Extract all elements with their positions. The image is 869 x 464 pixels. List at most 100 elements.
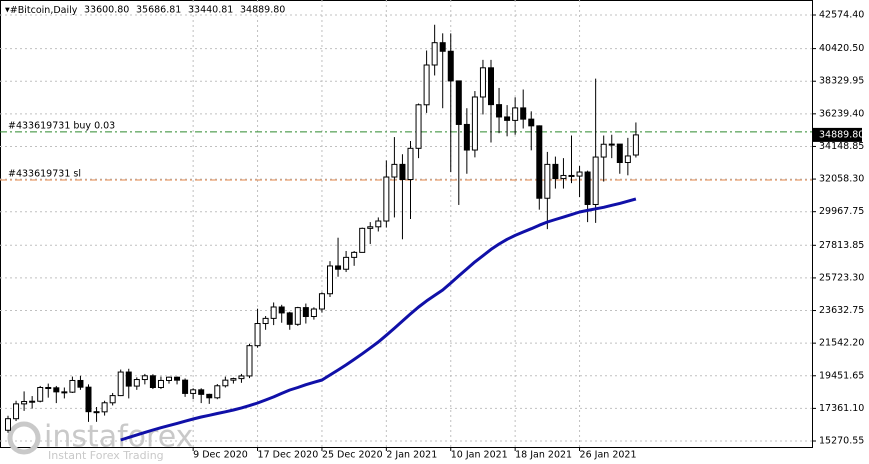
- candle-body: [21, 401, 28, 405]
- candle-body: [504, 116, 511, 121]
- candle-body: [512, 107, 519, 121]
- ohlc-high: 35686.81: [136, 5, 181, 16]
- candle-body: [125, 371, 132, 387]
- candle-body: [568, 174, 575, 177]
- candle-body: [439, 42, 446, 52]
- order-level-label: #433619731 buy 0.03: [8, 120, 115, 131]
- y-tick-label: 38329.95: [819, 76, 864, 87]
- candle-body: [375, 220, 382, 228]
- candle-body: [423, 64, 430, 106]
- x-tick-label: 26 Jan 2021: [580, 450, 637, 461]
- y-tick-label: 19451.65: [819, 370, 864, 381]
- candle-body: [391, 163, 398, 178]
- candle-body: [479, 67, 486, 98]
- x-tick-label: 9 Dec 2020: [193, 450, 248, 461]
- candle-body: [431, 42, 438, 66]
- candle-body: [447, 50, 454, 82]
- candle-body: [520, 107, 527, 120]
- candle-body: [270, 306, 277, 319]
- candle-body: [141, 375, 148, 381]
- candle-body: [190, 389, 197, 394]
- candle-body: [222, 379, 229, 387]
- y-tick-label: 17361.10: [819, 403, 864, 414]
- y-tick-label: 27813.85: [819, 240, 864, 251]
- candle-body: [133, 379, 140, 387]
- x-tick-label: 2 Jan 2021: [386, 450, 437, 461]
- watermark-slogan: Instant Forex Trading: [48, 449, 164, 462]
- price-box: [812, 127, 862, 142]
- x-tick-label: 10 Jan 2021: [451, 450, 508, 461]
- y-tick-label: 34148.85: [819, 141, 864, 152]
- candle-body: [174, 376, 181, 381]
- candle-body: [262, 317, 269, 325]
- price-label: 34889.80: [819, 129, 864, 140]
- candle-body: [294, 307, 301, 325]
- candle-body: [383, 176, 390, 222]
- candle-body: [157, 379, 164, 388]
- y-tick-label: 40420.50: [819, 43, 864, 54]
- chart-title-text: #Bitcoin,Daily: [10, 5, 78, 16]
- candle-body: [286, 312, 293, 325]
- order-level-label: #433619731 sl: [8, 168, 81, 179]
- y-tick-label: 29967.75: [819, 206, 864, 217]
- candle-body: [53, 387, 60, 393]
- candle-body: [496, 104, 503, 118]
- y-tick-label: 32058.30: [819, 174, 864, 185]
- plot-frame: [0, 0, 813, 448]
- candle-body: [608, 143, 615, 146]
- candle-body: [278, 306, 285, 314]
- candle-body: [45, 386, 52, 389]
- x-tick-label: 25 Dec 2020: [322, 450, 383, 461]
- y-tick-label: 25723.30: [819, 272, 864, 283]
- candle-body: [206, 393, 213, 399]
- candle-body: [415, 104, 422, 149]
- candle-body: [536, 125, 543, 199]
- candle-body: [310, 308, 317, 318]
- candle-body: [109, 395, 116, 404]
- candle-body: [351, 251, 358, 258]
- moving-average: [120, 197, 637, 442]
- candle-body: [214, 385, 221, 399]
- watermark-logo: [7, 421, 41, 455]
- candle-body: [198, 389, 205, 395]
- candle-body: [69, 379, 76, 393]
- x-tick-label: 18 Jan 2021: [515, 450, 572, 461]
- candle-body: [552, 163, 559, 180]
- candle-body: [343, 256, 350, 270]
- candle-body: [488, 67, 494, 106]
- candle-body: [77, 379, 84, 388]
- candle-body: [544, 163, 551, 199]
- candle-body: [632, 134, 639, 156]
- candle-body: [29, 400, 36, 403]
- chart-title: ▾#Bitcoin,Daily: [5, 5, 78, 16]
- candle-body: [327, 265, 333, 295]
- candle-body: [367, 226, 374, 229]
- candle-body: [399, 163, 406, 181]
- ohlc-low: 33440.81: [188, 5, 233, 16]
- candle-body: [117, 371, 124, 397]
- ohlc-close: 34889.80: [240, 5, 285, 16]
- y-tick-label: 21542.20: [819, 338, 864, 349]
- candle-body: [616, 143, 623, 164]
- candle-body: [85, 386, 92, 413]
- candle-body: [182, 379, 189, 394]
- candle-body: [37, 386, 44, 402]
- candle-body: [149, 375, 156, 388]
- candle-body: [560, 174, 567, 180]
- ohlc-open: 33600.80: [84, 5, 129, 16]
- candle-body: [600, 143, 607, 158]
- candle-body: [254, 323, 261, 347]
- candle-body: [359, 227, 366, 253]
- y-tick-label: 23632.75: [819, 305, 864, 316]
- candle-body: [576, 171, 583, 177]
- candle-body: [624, 155, 631, 164]
- candle-body: [5, 418, 11, 431]
- header: ▾#Bitcoin,Daily 33600.80 35686.81 33440.…: [5, 5, 285, 16]
- candle-body: [335, 265, 342, 270]
- candle-body: [238, 375, 245, 380]
- candle-body: [455, 80, 462, 125]
- x-tick-label: 17 Dec 2020: [258, 450, 319, 461]
- candle-body: [166, 376, 172, 381]
- y-tick-label: 42574.40: [819, 10, 864, 21]
